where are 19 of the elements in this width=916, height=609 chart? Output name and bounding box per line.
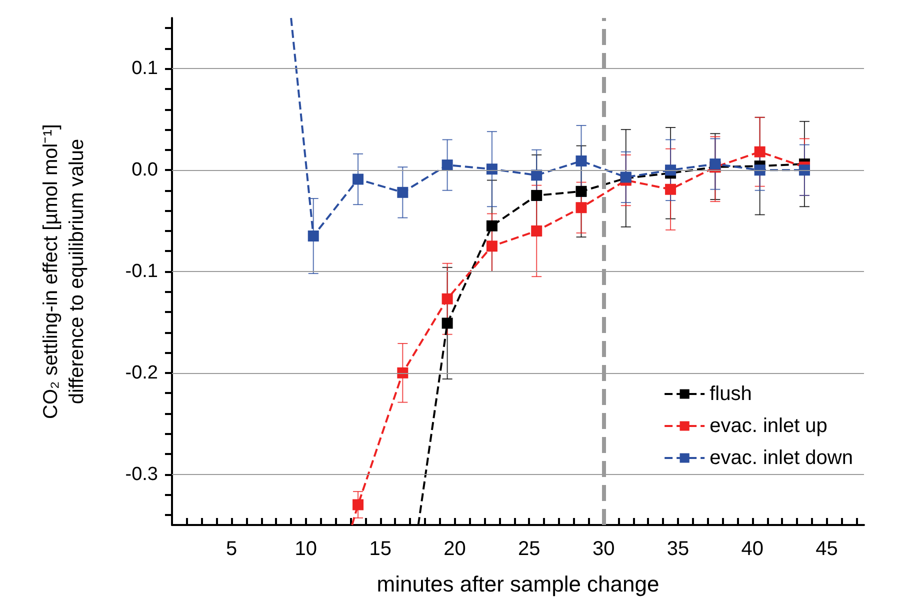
x-tick-label: 30 (592, 538, 615, 560)
y-tick-label: -0.3 (125, 464, 158, 485)
legend-label: evac. inlet up (710, 415, 828, 437)
y-axis-title: CO₂ settling-in effect [µmol mol⁻¹] difference to equilibrium value (40, 124, 88, 419)
y-tick-label: 0.0 (132, 160, 158, 181)
x-tick-label: 10 (294, 538, 318, 560)
legend-label: flush (710, 383, 752, 405)
x-tick-label: 40 (741, 538, 764, 560)
y-tick-label: 0.1 (132, 58, 158, 80)
y-tick-label: -0.1 (125, 261, 158, 282)
x-axis-title: minutes after sample change (376, 572, 660, 596)
x-tick-label: 15 (369, 538, 392, 560)
y-tick-label: -0.2 (125, 362, 158, 384)
legend-label: evac. inlet down (710, 447, 854, 469)
x-tick-label: 5 (226, 538, 238, 560)
x-tick-label: 35 (666, 538, 690, 560)
x-tick-label: 20 (444, 538, 466, 560)
x-tick-label: 45 (816, 538, 838, 560)
x-tick-label: 25 (518, 538, 540, 560)
